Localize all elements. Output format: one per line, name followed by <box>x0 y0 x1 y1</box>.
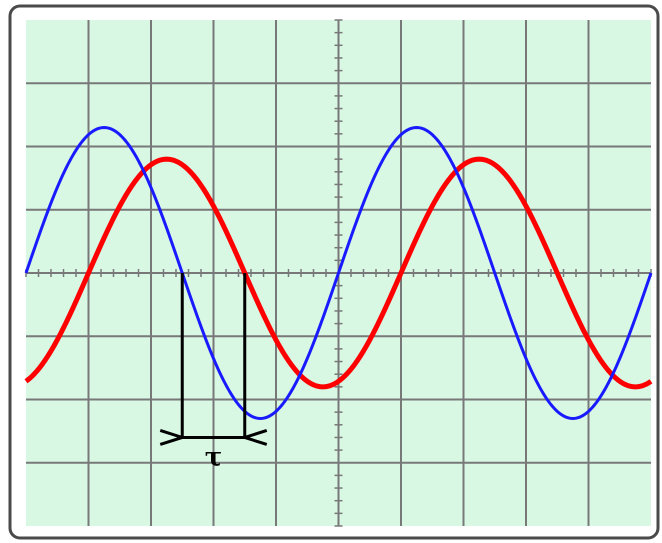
delayed-waveform <box>24 156 653 390</box>
reference-waveform <box>24 126 653 420</box>
delay-arrow-left-icon <box>159 429 188 446</box>
delay-arrow-right-icon <box>239 429 268 446</box>
waveforms <box>24 126 653 420</box>
graticule <box>25 19 652 527</box>
delay-marker <box>159 273 268 446</box>
delay-label: τ <box>205 442 223 472</box>
